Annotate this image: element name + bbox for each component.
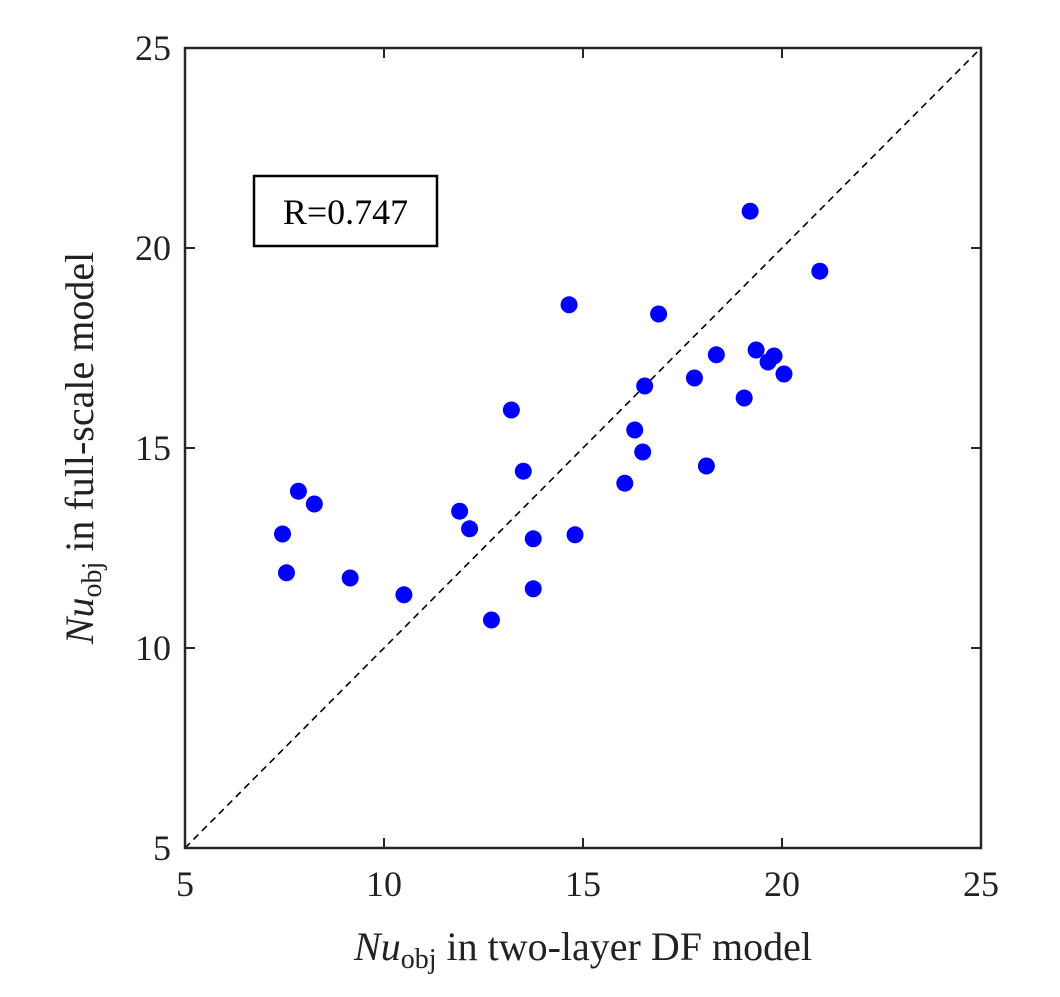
data-point-24 bbox=[736, 390, 753, 407]
y-axis-label: Nuobj in full-scale model bbox=[57, 252, 108, 645]
data-point-14 bbox=[561, 296, 578, 313]
data-point-18 bbox=[634, 444, 651, 461]
y-axis-label-symbol: Nu bbox=[57, 598, 102, 646]
scatter-chart: 5 10 15 20 25 510152025 R=0.747 Nuobj in two… bbox=[0, 0, 1060, 997]
data-point-1 bbox=[274, 526, 291, 543]
y-axis-label-subscript: obj bbox=[77, 562, 108, 598]
x-axis-label-symbol: Nu bbox=[353, 924, 401, 969]
data-point-26 bbox=[748, 342, 765, 359]
y-tick-labels: 5 10 15 20 25 bbox=[135, 28, 171, 868]
y-tick-label: 20 bbox=[135, 228, 171, 268]
data-point-23 bbox=[708, 346, 725, 363]
x-axis-label: Nuobj in two-layer DF model bbox=[353, 924, 812, 975]
annotation-text: R=0.747 bbox=[283, 192, 408, 232]
data-point-29 bbox=[775, 366, 792, 383]
data-point-15 bbox=[567, 526, 584, 543]
x-tick-label: 5 bbox=[176, 864, 194, 904]
data-point-10 bbox=[503, 402, 520, 419]
data-point-19 bbox=[636, 378, 653, 395]
data-point-3 bbox=[290, 483, 307, 500]
y-tick-label: 10 bbox=[135, 628, 171, 668]
data-point-21 bbox=[686, 370, 703, 387]
data-point-28 bbox=[766, 348, 783, 365]
data-point-20 bbox=[650, 306, 667, 323]
data-point-25 bbox=[742, 203, 759, 220]
data-point-12 bbox=[525, 580, 542, 597]
data-point-7 bbox=[451, 503, 468, 520]
correlation-annotation: R=0.747 bbox=[254, 176, 437, 246]
data-point-9 bbox=[483, 612, 500, 629]
data-point-16 bbox=[616, 475, 633, 492]
x-tick-label: 20 bbox=[764, 864, 800, 904]
x-axis-label-text: in two-layer DF model bbox=[436, 924, 812, 969]
x-tick-label: 15 bbox=[565, 864, 601, 904]
data-point-4 bbox=[306, 496, 323, 513]
y-tick-label: 15 bbox=[135, 428, 171, 468]
y-tick-label: 5 bbox=[153, 828, 171, 868]
data-point-6 bbox=[395, 586, 412, 603]
data-point-5 bbox=[342, 570, 359, 587]
data-point-30 bbox=[811, 263, 828, 280]
data-point-8 bbox=[461, 520, 478, 537]
data-point-13 bbox=[525, 530, 542, 547]
y-axis-label-text: in full-scale model bbox=[57, 252, 102, 562]
data-point-2 bbox=[278, 564, 295, 581]
x-tick-labels: 5 10 15 20 25 bbox=[176, 864, 999, 904]
data-point-17 bbox=[626, 422, 643, 439]
x-tick-label: 10 bbox=[366, 864, 402, 904]
x-tick-label: 25 bbox=[963, 864, 999, 904]
x-axis-label-subscript: obj bbox=[401, 944, 437, 975]
data-point-22 bbox=[698, 458, 715, 475]
data-point-11 bbox=[515, 463, 532, 480]
y-tick-label: 25 bbox=[135, 28, 171, 68]
